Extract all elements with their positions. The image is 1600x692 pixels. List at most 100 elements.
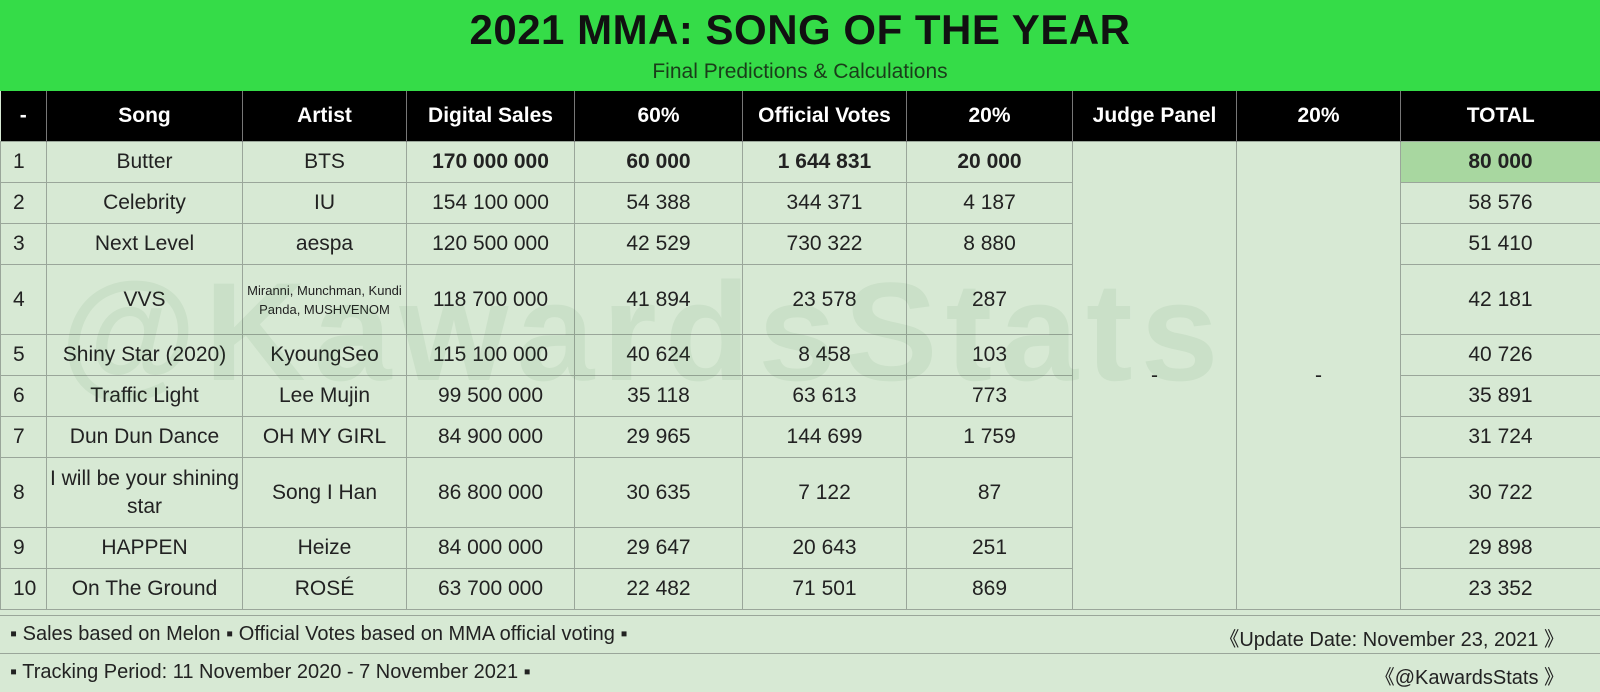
song-cell: I will be your shining star <box>46 457 243 528</box>
official-votes-cell: 71 501 <box>742 568 907 610</box>
artist-cell: Song I Han <box>242 457 407 528</box>
judge-panel-cell: - <box>1072 141 1237 610</box>
digital-sales-cell: 99 500 000 <box>406 375 575 417</box>
artist-cell: ROSÉ <box>242 568 407 610</box>
total-cell: 30 722 <box>1400 457 1600 528</box>
song-cell: Shiny Star (2020) <box>46 334 243 376</box>
total-cell: 35 891 <box>1400 375 1600 417</box>
column-header-artist: Artist <box>242 91 407 142</box>
column-header-song: Song <box>46 91 243 142</box>
header-banner: 2021 MMA: SONG OF THE YEAR Final Predict… <box>0 0 1600 91</box>
votes-pct-cell: 1 759 <box>906 416 1073 458</box>
column-header-judge-panel: Judge Panel <box>1072 91 1237 142</box>
digital-sales-cell: 118 700 000 <box>406 264 575 335</box>
column-header-official-votes: Official Votes <box>742 91 907 142</box>
official-votes-cell: 8 458 <box>742 334 907 376</box>
artist-cell: Miranni, Munchman, Kundi Panda, MUSHVENO… <box>242 264 407 335</box>
artist-cell: aespa <box>242 223 407 265</box>
sales-pct-cell: 60 000 <box>574 141 743 183</box>
official-votes-cell: 7 122 <box>742 457 907 528</box>
artist-cell: Heize <box>242 527 407 569</box>
sales-pct-cell: 29 647 <box>574 527 743 569</box>
votes-pct-cell: 8 880 <box>906 223 1073 265</box>
official-votes-cell: 63 613 <box>742 375 907 417</box>
sales-pct-cell: 29 965 <box>574 416 743 458</box>
rank-cell: 10 <box>0 568 47 610</box>
song-cell: Celebrity <box>46 182 243 224</box>
table-row: 2 Celebrity IU 154 100 000 54 388 344 37… <box>0 182 1600 224</box>
sales-pct-cell: 30 635 <box>574 457 743 528</box>
page-subtitle: Final Predictions & Calculations <box>652 60 948 83</box>
results-table: - Song Artist Digital Sales 60% Official… <box>0 91 1600 610</box>
votes-pct-cell: 287 <box>906 264 1073 335</box>
rank-cell: 8 <box>0 457 47 528</box>
column-header-rank: - <box>0 91 47 142</box>
column-header-digital-sales: Digital Sales <box>406 91 575 142</box>
column-header-votes-pct: 20% <box>906 91 1073 142</box>
digital-sales-cell: 154 100 000 <box>406 182 575 224</box>
artist-cell: BTS <box>242 141 407 183</box>
digital-sales-cell: 170 000 000 <box>406 141 575 183</box>
sales-pct-cell: 41 894 <box>574 264 743 335</box>
total-cell: 42 181 <box>1400 264 1600 335</box>
total-cell: 40 726 <box>1400 334 1600 376</box>
artist-cell: KyoungSeo <box>242 334 407 376</box>
digital-sales-cell: 84 900 000 <box>406 416 575 458</box>
votes-pct-cell: 251 <box>906 527 1073 569</box>
official-votes-cell: 730 322 <box>742 223 907 265</box>
table-row: 8 I will be your shining star Song I Han… <box>0 457 1600 528</box>
total-cell: 31 724 <box>1400 416 1600 458</box>
votes-pct-cell: 773 <box>906 375 1073 417</box>
digital-sales-cell: 84 000 000 <box>406 527 575 569</box>
table-row: 6 Traffic Light Lee Mujin 99 500 000 35 … <box>0 375 1600 417</box>
official-votes-cell: 144 699 <box>742 416 907 458</box>
official-votes-cell: 1 644 831 <box>742 141 907 183</box>
votes-pct-cell: 20 000 <box>906 141 1073 183</box>
song-cell: On The Ground <box>46 568 243 610</box>
table-row: 5 Shiny Star (2020) KyoungSeo 115 100 00… <box>0 334 1600 376</box>
song-cell: Dun Dun Dance <box>46 416 243 458</box>
song-cell: HAPPEN <box>46 527 243 569</box>
total-cell: 23 352 <box>1400 568 1600 610</box>
table-row: 1 Butter BTS 170 000 000 60 000 1 644 83… <box>0 141 1600 610</box>
digital-sales-cell: 63 700 000 <box>406 568 575 610</box>
votes-pct-cell: 103 <box>906 334 1073 376</box>
footer-tracking-row: ▪ Tracking Period: 11 November 2020 - 7 … <box>0 653 1600 689</box>
artist-cell: OH MY GIRL <box>242 416 407 458</box>
column-header-judge-pct: 20% <box>1236 91 1401 142</box>
table-row: 4 VVS Miranni, Munchman, Kundi Panda, MU… <box>0 264 1600 335</box>
votes-pct-cell: 4 187 <box>906 182 1073 224</box>
rank-cell: 5 <box>0 334 47 376</box>
footer-source-note: ▪ Sales based on Melon ▪ Official Votes … <box>10 623 628 645</box>
column-header-total: TOTAL <box>1400 91 1600 142</box>
sales-pct-cell: 35 118 <box>574 375 743 417</box>
total-cell: 80 000 <box>1400 141 1600 183</box>
digital-sales-cell: 120 500 000 <box>406 223 575 265</box>
song-cell: Next Level <box>46 223 243 265</box>
sales-pct-cell: 54 388 <box>574 182 743 224</box>
official-votes-cell: 23 578 <box>742 264 907 335</box>
rank-cell: 6 <box>0 375 47 417</box>
votes-pct-cell: 869 <box>906 568 1073 610</box>
judge-pct-cell: - <box>1236 141 1401 610</box>
song-cell: Traffic Light <box>46 375 243 417</box>
rank-cell: 1 <box>0 141 47 183</box>
sales-pct-cell: 22 482 <box>574 568 743 610</box>
official-votes-cell: 344 371 <box>742 182 907 224</box>
rank-cell: 3 <box>0 223 47 265</box>
votes-pct-cell: 87 <box>906 457 1073 528</box>
table-header-row: - Song Artist Digital Sales 60% Official… <box>0 91 1600 142</box>
footer-notes-row: ▪ Sales based on Melon ▪ Official Votes … <box>0 615 1600 651</box>
total-cell: 29 898 <box>1400 527 1600 569</box>
rank-cell: 7 <box>0 416 47 458</box>
table-row: 3 Next Level aespa 120 500 000 42 529 73… <box>0 223 1600 265</box>
footer-handle: 《@KawardsStats 》 <box>1374 667 1564 689</box>
footer-tracking-period: ▪ Tracking Period: 11 November 2020 - 7 … <box>10 661 531 683</box>
rank-cell: 9 <box>0 527 47 569</box>
table-row: 10 On The Ground ROSÉ 63 700 000 22 482 … <box>0 568 1600 610</box>
digital-sales-cell: 86 800 000 <box>406 457 575 528</box>
song-cell: Butter <box>46 141 243 183</box>
sales-pct-cell: 42 529 <box>574 223 743 265</box>
total-cell: 58 576 <box>1400 182 1600 224</box>
sales-pct-cell: 40 624 <box>574 334 743 376</box>
